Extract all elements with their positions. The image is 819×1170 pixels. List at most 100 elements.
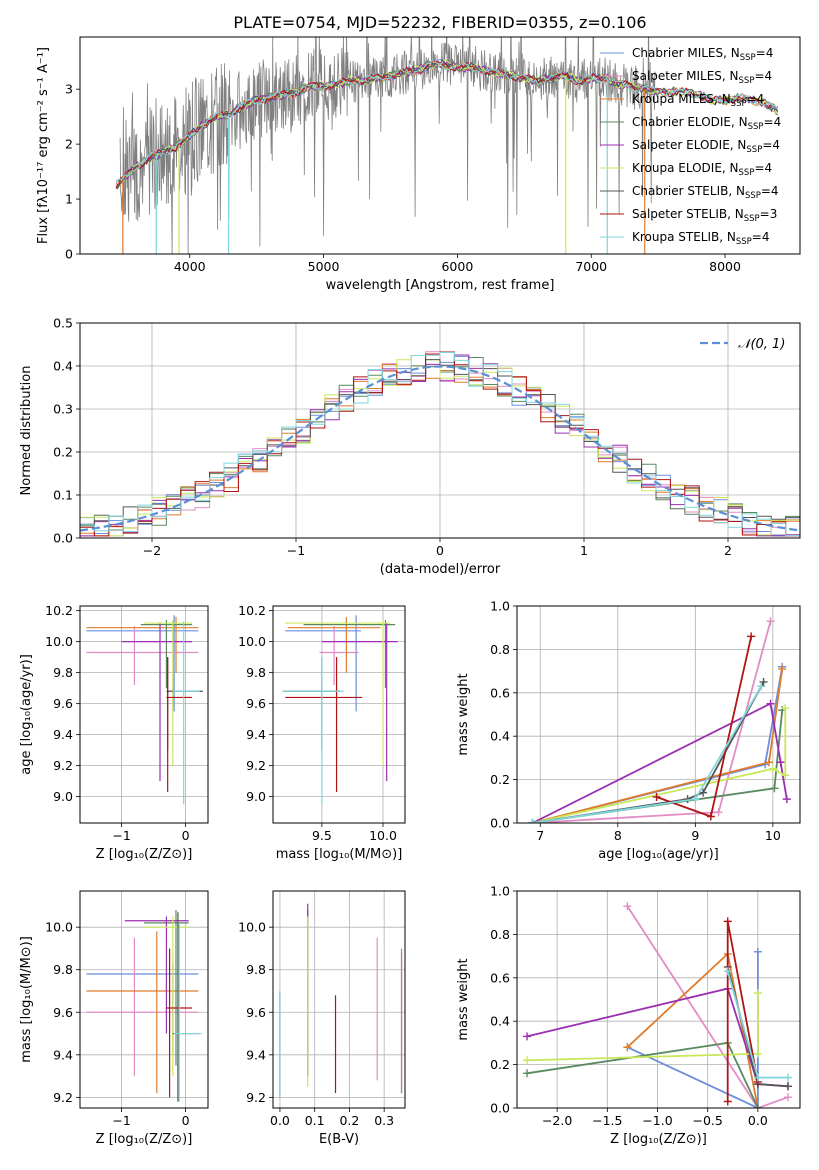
x-tick-label: 10 (765, 828, 781, 843)
legend-sub: SSP (736, 237, 752, 247)
weight-marker (776, 758, 785, 767)
weight-marker (781, 771, 790, 780)
model-spectrum (115, 59, 779, 187)
plot-area (80, 351, 800, 538)
x-tick-label: 1 (580, 543, 588, 558)
axes-frame (79, 322, 801, 539)
panel-age_vs_mass: 9.5 10.0 9.0 9.2 9.4 9.6 9.8 10.0 10.2 mass [log₁… (238, 603, 406, 862)
axes-frame (516, 890, 801, 1109)
x-tick-label: 9.5 (312, 828, 332, 843)
x-tick-label: −1 (287, 543, 305, 558)
weight-line (532, 708, 787, 823)
y-tick-label: 0.2 (490, 772, 510, 787)
weight-marker (757, 682, 766, 691)
weight-marker (783, 1093, 792, 1102)
weight-marker (778, 664, 787, 673)
weight-marker (623, 902, 632, 911)
x-tick-label: 2 (724, 543, 732, 558)
y-tick-label: 9.4 (246, 1047, 266, 1062)
axes-frame (79, 890, 209, 1109)
x-tick-label: 0 (436, 543, 444, 558)
y-tick-label: 9.0 (53, 789, 73, 804)
y-tick-label: 0.8 (490, 927, 510, 942)
legend-label: Kroupa ELODIE, NSSP=4 (632, 161, 772, 178)
y-tick-label: 10.0 (45, 634, 73, 649)
weight-marker (652, 792, 661, 801)
legend-value: =4 (762, 138, 780, 152)
y-tick-label: 3 (65, 82, 73, 97)
weight-marker (523, 1056, 532, 1065)
y-tick-label: 9.4 (246, 727, 266, 742)
x-axis-label: mass [log₁₀(M/M⊙)] (276, 847, 403, 862)
weight-marker (753, 1104, 762, 1108)
legend-label: Kroupa STELIB, NSSP=4 (632, 230, 770, 247)
normal-legend-label: 𝒩(0, 1) (738, 337, 785, 352)
legend-sub: SSP (731, 99, 747, 109)
y-tick-label: 0.1 (53, 488, 73, 503)
y-axis-label: Flux [fλ10⁻¹⁷ erg cm⁻² s⁻¹ A⁻¹] (36, 47, 51, 244)
legend-sub: SSP (740, 53, 756, 63)
plot-area (86, 615, 203, 805)
x-axis-label: wavelength [Angstrom, rest frame] (326, 278, 555, 293)
y-tick-label: 10.2 (238, 603, 266, 618)
plot-area (282, 615, 398, 805)
y-tick-label: 0.6 (490, 970, 510, 985)
y-tick-label: 1.0 (490, 599, 510, 614)
y-tick-label: 0 (65, 247, 73, 262)
y-tick-label: 9.4 (53, 1047, 73, 1062)
y-tick-label: 9.2 (53, 1090, 73, 1105)
y-tick-label: 9.6 (53, 1005, 73, 1020)
y-tick-label: 10.0 (238, 920, 266, 935)
weight-marker (714, 808, 723, 817)
y-tick-label: 0.2 (53, 445, 73, 460)
plot-area (523, 902, 792, 1108)
y-tick-label: 2 (65, 137, 73, 152)
y-tick-label: 9.2 (53, 758, 73, 773)
y-tick-label: 9.8 (53, 962, 73, 977)
x-axis-label: Z [log₁₀(Z/Z⊙)] (96, 1132, 193, 1147)
legend-nssp: N (730, 161, 739, 175)
weight-line (532, 702, 788, 823)
y-tick-label: 0.4 (490, 729, 510, 744)
weight-marker (781, 703, 790, 712)
weight-marker (753, 988, 762, 997)
legend-label: Chabrier ELODIE, NSSP=4 (632, 115, 781, 132)
weight-marker (523, 1069, 532, 1078)
weight-marker (706, 812, 715, 821)
y-tick-label: 9.4 (53, 727, 73, 742)
y-axis-label: mass weight (456, 673, 471, 755)
axes-frame (272, 890, 406, 1109)
y-tick-label: 0.2 (490, 1057, 510, 1072)
legend-nssp: N (722, 92, 731, 106)
legend-value: =4 (761, 184, 779, 198)
x-tick-label: −1 (112, 1113, 130, 1128)
y-tick-label: 0.3 (53, 402, 73, 417)
weight-marker (723, 1097, 732, 1106)
y-tick-label: 0.0 (490, 1101, 510, 1116)
legend-label: Salpeter MILES, NSSP=4 (632, 69, 772, 86)
axes-frame (79, 605, 209, 824)
axes-frame (516, 605, 801, 824)
legend-sub: SSP (748, 122, 764, 132)
y-tick-label: 9.8 (246, 962, 266, 977)
x-tick-label: 7000 (575, 259, 607, 274)
y-tick-label: 0.5 (53, 316, 73, 331)
legend-sub: SSP (745, 191, 761, 201)
x-tick-label: 7 (536, 828, 544, 843)
weight-marker (753, 947, 762, 956)
weight-marker (753, 1073, 762, 1082)
x-tick-label: −1.0 (642, 1113, 672, 1128)
panel-weight_vs_Z: −2.0 −1.5 −1.0 −0.5 0.0 0.0 0.2 0.4 0.6 0.8 1.0 Z [… (456, 884, 801, 1147)
x-axis-label: Z [log₁₀(Z/Z⊙)] (610, 1132, 707, 1147)
weight-marker (699, 788, 708, 797)
plot-area (528, 617, 791, 823)
weight-line (626, 905, 789, 1108)
legend-sub: SSP (739, 168, 755, 178)
x-tick-label: 5000 (308, 259, 340, 274)
legend-sub: SSP (744, 214, 760, 224)
y-axis-label: mass weight (456, 958, 471, 1040)
y-tick-label: 1.0 (490, 884, 510, 899)
legend-value: =4 (764, 115, 782, 129)
plot-area (115, 37, 779, 254)
y-tick-label: 10.2 (45, 603, 73, 618)
